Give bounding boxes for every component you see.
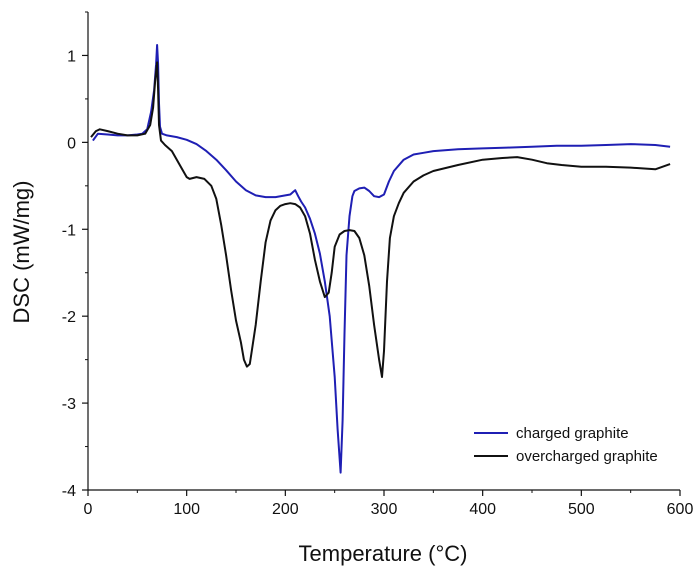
x-tick-label: 500: [568, 501, 595, 518]
y-axis-title: DSC (mW/mg): [9, 181, 34, 324]
x-axis-title: Temperature (°C): [299, 541, 468, 566]
legend: charged graphite overcharged graphite: [474, 425, 658, 465]
x-tick-label: 300: [371, 501, 398, 518]
y-tick-label: -4: [62, 483, 76, 500]
y-tick-label: -1: [62, 222, 76, 239]
legend-label-overcharged-graphite: overcharged graphite: [516, 448, 658, 465]
x-tick-label: 400: [469, 501, 496, 518]
plot-frame: [87, 12, 680, 491]
y-axis-ticks: -4 -3 -2 -1 0 1: [62, 11, 88, 500]
x-tick-label: 0: [84, 501, 93, 518]
series-layer: [90, 44, 671, 474]
x-tick-label: 600: [667, 501, 694, 518]
series-line-charged-graphite: [92, 44, 671, 474]
y-tick-label: -2: [62, 309, 76, 326]
y-tick-label: 1: [67, 48, 76, 65]
series-line-overcharged-graphite: [90, 61, 671, 378]
y-tick-label: 0: [67, 135, 76, 152]
x-tick-label: 100: [173, 501, 200, 518]
legend-label-charged-graphite: charged graphite: [516, 425, 629, 442]
x-tick-label: 200: [272, 501, 299, 518]
x-axis-ticks: 0 100 200 300 400 500 600: [84, 490, 694, 518]
y-tick-label: -3: [62, 396, 76, 413]
